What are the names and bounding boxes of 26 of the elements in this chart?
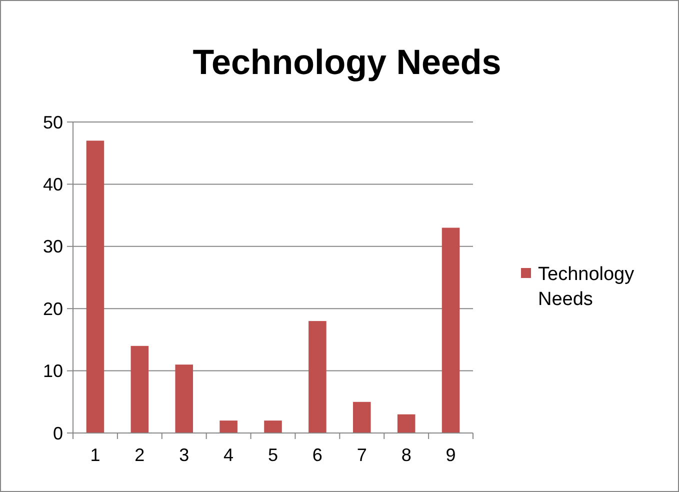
- x-tick-label: 5: [268, 445, 278, 465]
- x-tick-label: 2: [134, 445, 145, 465]
- bar: [442, 228, 460, 433]
- y-tick-label: 20: [42, 298, 63, 319]
- bar: [175, 364, 193, 433]
- x-tick-label: 9: [446, 445, 456, 465]
- x-tick-label: 4: [224, 445, 234, 465]
- chart-title: Technology Needs: [192, 43, 502, 82]
- bar: [220, 420, 238, 433]
- bar: [130, 346, 149, 433]
- bar: [353, 402, 371, 433]
- y-tick-label: 40: [42, 174, 63, 194]
- bar: [86, 140, 104, 433]
- x-tick-label: 3: [179, 445, 190, 465]
- y-tick-label: 0: [52, 423, 63, 444]
- x-tick-label: 8: [401, 445, 412, 465]
- x-tick-label: 7: [356, 445, 367, 465]
- x-tick-label: 6: [312, 445, 322, 465]
- bar: [264, 420, 282, 433]
- y-tick-label: 30: [42, 236, 63, 257]
- legend-label: Technology Needs: [538, 264, 635, 310]
- y-tick-label: 50: [42, 112, 63, 132]
- bar: [308, 321, 326, 433]
- x-tick-label: 1: [90, 445, 100, 465]
- bar: [397, 414, 416, 433]
- y-tick-label: 10: [42, 361, 63, 382]
